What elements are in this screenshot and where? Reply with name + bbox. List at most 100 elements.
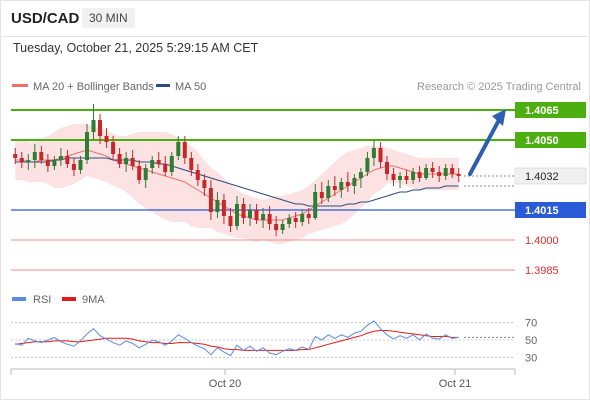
current-price-label: 1.4032: [525, 171, 559, 183]
level-tag-1.4050: [515, 132, 586, 148]
candle-body-35: [241, 204, 246, 218]
candle-body-46: [313, 192, 318, 218]
x-tick-label-0: Oct 20: [209, 378, 241, 390]
candle-body-31: [215, 200, 220, 212]
projection-arrow-shaft: [468, 118, 501, 176]
candle-body-42: [287, 218, 292, 224]
level-tag-1.4015: [515, 202, 586, 218]
candle-body-68: [456, 174, 461, 176]
ma50-line: [15, 157, 459, 207]
candle-body-62: [417, 172, 422, 178]
candle-body-39: [267, 214, 272, 224]
candle-body-33: [228, 216, 233, 226]
candle-body-34: [235, 204, 239, 226]
candle-body-48: [326, 186, 331, 198]
candle-body-0: [13, 154, 18, 158]
rsi-tick-70: 70: [525, 318, 537, 330]
ma20-legend-swatch: [12, 84, 28, 87]
candle-body-9: [71, 164, 76, 170]
candle-body-26: [182, 142, 187, 158]
candle-body-44: [300, 214, 305, 222]
level-label-1.4065: 1.4065: [525, 105, 559, 117]
candle-body-52: [352, 178, 357, 186]
candle-body-12: [91, 120, 96, 132]
candle-body-2: [26, 160, 31, 162]
candle-body-45: [306, 214, 311, 218]
candle-body-23: [163, 164, 168, 172]
projection-arrow-head: [492, 109, 506, 126]
candle-body-13: [98, 120, 102, 136]
candle-body-5: [45, 160, 50, 166]
candle-body-3: [32, 152, 37, 160]
candle-body-49: [332, 186, 337, 190]
candle-body-30: [208, 188, 213, 212]
candle-body-53: [358, 172, 363, 178]
candle-body-38: [261, 214, 266, 220]
candle-body-20: [143, 168, 148, 180]
candle-body-51: [345, 182, 350, 186]
candle-body-15: [111, 142, 116, 154]
chart-header: USD/CAD 30 MIN: [0, 0, 588, 37]
candle-body-19: [137, 166, 142, 180]
candle-body-40: [274, 224, 279, 230]
candle-body-27: [189, 158, 194, 170]
candle-body-16: [117, 154, 122, 164]
rsi-tick-50: 50: [525, 335, 537, 347]
candle-body-11: [85, 132, 89, 160]
candle-body-21: [150, 160, 155, 168]
rsi-legend-swatch: [12, 297, 26, 301]
rsi-legend: RSI 9MA: [12, 294, 105, 306]
level-label-1.3985: 1.3985: [525, 265, 559, 277]
rsi-tick-30: 30: [525, 352, 537, 364]
candle-body-54: [365, 158, 370, 172]
level-label-1.4000: 1.4000: [525, 235, 559, 247]
current-price-tag: [514, 167, 587, 185]
candle-body-61: [411, 172, 416, 180]
price-legend: MA 20 + Bollinger Bands MA 50: [12, 81, 206, 93]
level-label-1.4015: 1.4015: [525, 205, 559, 217]
candle-body-10: [78, 160, 83, 170]
rsi-legend-label: RSI: [33, 294, 51, 306]
candle-body-43: [293, 218, 298, 222]
candle-body-47: [319, 192, 324, 198]
ma20-legend-label: MA 20 + Bollinger Bands: [33, 81, 154, 93]
candle-body-55: [371, 148, 376, 158]
datetime-label: Tuesday, October 21, 2025 5:29:15 AM CET: [13, 41, 259, 55]
candle-body-29: [202, 180, 207, 188]
timeframe-badge[interactable]: 30 MIN: [82, 8, 135, 28]
candle-body-32: [221, 200, 226, 216]
candle-body-17: [124, 158, 129, 164]
candle-body-22: [156, 160, 161, 164]
candle-body-37: [254, 210, 259, 220]
level-tag-1.4065: [515, 102, 586, 118]
symbol-label: USD/CAD: [11, 10, 80, 27]
candle-body-18: [130, 158, 135, 166]
candle-body-64: [430, 168, 435, 172]
ma50-legend-label: MA 50: [175, 81, 206, 93]
rsi-ma-line: [15, 330, 459, 351]
candle-body-50: [339, 182, 344, 190]
copyright-label: Research © 2025 Trading Central: [417, 81, 581, 93]
ma50-legend-swatch: [156, 84, 170, 87]
candle-body-36: [248, 210, 252, 218]
candle-body-8: [65, 156, 70, 164]
candle-body-66: [443, 168, 448, 176]
candle-body-58: [391, 174, 396, 180]
rsi-panel: 70 50 30: [11, 318, 537, 364]
candle-body-67: [450, 168, 455, 174]
candle-body-25: [176, 142, 181, 156]
candle-body-41: [280, 224, 285, 230]
rsi-ma-legend-swatch: [62, 297, 76, 301]
x-tick-label-1: Oct 21: [439, 378, 471, 390]
candle-body-60: [404, 176, 409, 180]
price-axis-labels: 1.4065 1.4050 1.4015 1.4000 1.3985 1.4032: [514, 102, 587, 277]
candle-body-65: [437, 172, 442, 176]
projection-arrow: [468, 109, 506, 176]
x-axis: Oct 20 Oct 21: [10, 368, 516, 390]
candle-body-28: [195, 170, 200, 180]
candlesticks: [13, 104, 461, 236]
candle-body-1: [19, 158, 24, 162]
candle-body-4: [39, 152, 44, 160]
level-label-1.4050: 1.4050: [525, 135, 559, 147]
